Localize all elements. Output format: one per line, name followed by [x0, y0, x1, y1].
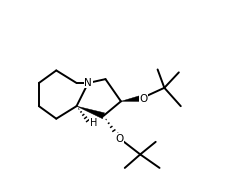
- Text: O: O: [115, 134, 123, 144]
- Text: O: O: [139, 94, 148, 104]
- Polygon shape: [121, 95, 142, 102]
- Text: H: H: [90, 118, 97, 128]
- Text: N: N: [84, 78, 92, 88]
- Polygon shape: [77, 106, 104, 119]
